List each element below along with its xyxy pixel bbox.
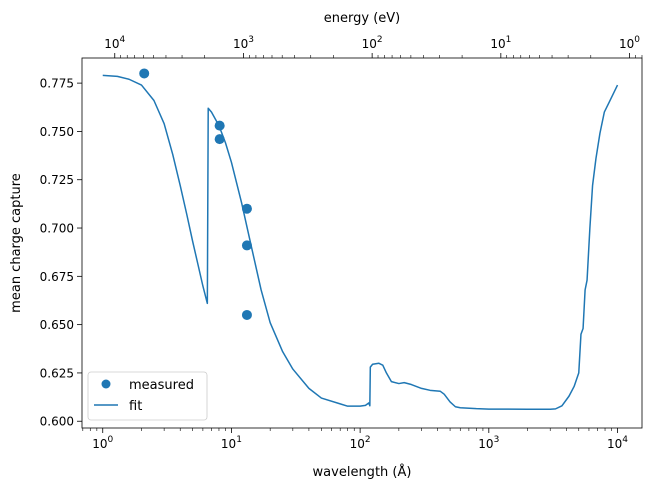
legend: measured fit [87, 371, 208, 421]
y-tick-label: 0.625 [40, 366, 74, 380]
measured-series-points [139, 68, 252, 320]
legend-box [87, 371, 208, 421]
measured-point [214, 120, 225, 131]
x-axis-minor-ticks [82, 428, 612, 431]
measured-point [139, 68, 150, 79]
fit-series-line [102, 74, 619, 411]
legend-measured-label: measured [129, 378, 194, 393]
x2-axis-label: energy (eV) [324, 11, 400, 26]
y-tick-label: 0.725 [40, 173, 74, 187]
measured-point [241, 240, 252, 251]
plot-frame [81, 57, 643, 429]
y-axis-label: mean charge capture [9, 173, 24, 313]
y-tick-label: 0.700 [40, 222, 74, 236]
measured-point [241, 309, 252, 320]
y-axis-ticks: 0.600 0.625 0.650 0.675 0.700 0.725 0.750 0.775 [40, 77, 82, 429]
y-tick-label: 0.750 [40, 125, 74, 139]
x2-axis-minor-ticks [120, 55, 643, 58]
legend-measured-marker [101, 379, 111, 389]
legend-fit-label: fit [129, 399, 142, 414]
y-tick-label: 0.675 [40, 270, 74, 284]
y-tick-label: 0.600 [40, 415, 74, 429]
x-axis-label: wavelength (Å) [313, 464, 412, 480]
y-tick-label: 0.775 [40, 77, 74, 91]
y-tick-label: 0.650 [40, 318, 74, 332]
measured-point [241, 203, 252, 214]
measured-point [214, 134, 225, 145]
